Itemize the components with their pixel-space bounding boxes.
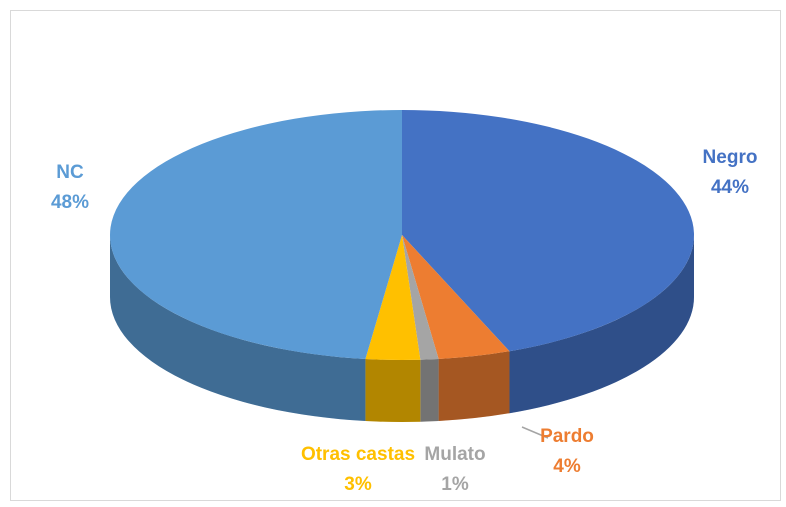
data-label-value: 4% xyxy=(553,456,581,477)
slice xyxy=(402,235,439,360)
data-label-name: NC xyxy=(56,162,84,183)
data-label-name: Pardo xyxy=(540,426,594,447)
data-label-name: Negro xyxy=(703,147,758,168)
slice-side-shade xyxy=(509,235,694,414)
slice-side xyxy=(420,359,439,422)
slice-side-shade xyxy=(438,351,510,422)
slice-side xyxy=(365,359,421,422)
data-label-value: 48% xyxy=(51,192,89,213)
data-label-name: Otras castas xyxy=(301,444,415,465)
slice-side xyxy=(509,235,694,414)
slice xyxy=(109,110,402,360)
slice-side-shade xyxy=(420,359,439,422)
data-label-name: Mulato xyxy=(424,444,485,465)
slice-side xyxy=(438,351,510,422)
data-label-value: 3% xyxy=(344,474,372,495)
data-label-value: 44% xyxy=(711,177,749,198)
slice xyxy=(402,110,695,352)
leader-line xyxy=(521,426,549,439)
slice xyxy=(365,235,421,360)
data-label-value: 1% xyxy=(441,474,469,495)
slice-side-shade xyxy=(365,359,421,422)
slice xyxy=(402,235,510,360)
slice-side xyxy=(110,235,366,422)
slice-side-shade xyxy=(110,235,366,422)
